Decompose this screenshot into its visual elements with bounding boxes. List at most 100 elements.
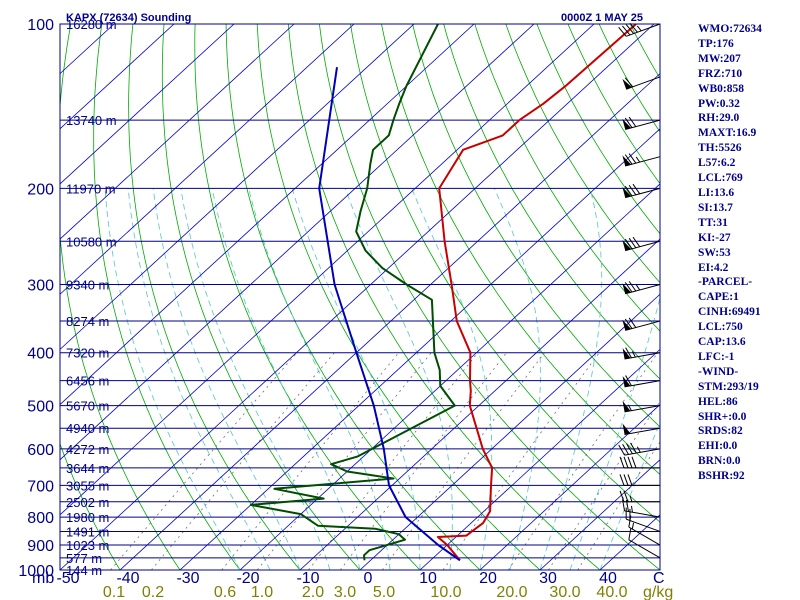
temp-tick-label: -30 [176, 570, 199, 587]
series-parcel [318, 67, 461, 562]
dry-adiabat [318, 24, 660, 570]
wind-barb [625, 507, 661, 532]
index-item: BSHR:92 [698, 470, 745, 483]
dry-adiabat [350, 24, 660, 523]
moist-adiabat [104, 188, 241, 570]
wind-barb [619, 490, 660, 503]
wind-flag [623, 490, 629, 502]
index-item: EI:4.2 [698, 261, 729, 274]
chart-title: KAPX (72634) Sounding [66, 12, 191, 24]
wind-flag [619, 490, 625, 502]
wind-half-flag [636, 446, 641, 453]
sounding-profiles [249, 24, 637, 562]
wind-barb [618, 22, 661, 37]
dry-adiabat [225, 24, 481, 570]
wind-half-flag [631, 351, 636, 358]
pressure-tick-label: 800 [27, 510, 54, 527]
wind-flag [618, 27, 627, 37]
index-item: L57:6.2 [698, 157, 736, 170]
pressure-unit-label: mb [32, 570, 54, 587]
wind-flag [624, 238, 633, 250]
wind-flag [619, 456, 625, 469]
wind-half-flag [635, 156, 641, 163]
dry-adiabat [287, 24, 601, 570]
wind-staff [624, 510, 661, 518]
wind-pennant [622, 348, 631, 359]
isotherm [60, 24, 355, 295]
temp-tick-label: 30 [539, 570, 557, 587]
wind-flag [628, 281, 637, 292]
height-label: 1023 m [66, 538, 109, 553]
wind-flag [622, 25, 631, 36]
index-item: LFC:-1 [698, 350, 735, 363]
wind-pennant [622, 155, 632, 167]
wind-barb [619, 474, 660, 486]
wind-staff [624, 380, 661, 388]
isotherm [539, 459, 660, 570]
pressure-tick-label: 300 [27, 278, 54, 295]
temp-unit-label: C [653, 570, 665, 587]
wind-flag [623, 474, 629, 486]
wind-half-flag [636, 25, 642, 32]
wind-flag [627, 456, 633, 469]
mixing-tick-label: 3.0 [334, 584, 356, 600]
wind-barb [628, 528, 661, 559]
height-label: 1980 m [66, 510, 109, 525]
temp-tick-label: -10 [296, 570, 319, 587]
pressure-tick-label: 200 [27, 181, 54, 198]
isotherm [60, 24, 235, 185]
index-item: SI:13.7 [698, 201, 733, 214]
moist-adiabat [248, 188, 391, 570]
pressure-tick-label: 600 [27, 442, 54, 459]
wind-flag [628, 515, 632, 528]
temp-tick-label: -20 [236, 570, 259, 587]
mixing-ratio-line [339, 352, 507, 570]
mixing-tick-label: 0.2 [142, 584, 164, 600]
isotherm [119, 73, 660, 570]
mixing-tick-label: 5.0 [373, 584, 395, 600]
wind-half-flag [627, 404, 632, 411]
wind-flag [627, 474, 633, 486]
index-item: CINH:69491 [698, 306, 761, 319]
isotherm [479, 404, 660, 570]
index-item: WB0:858 [698, 82, 744, 95]
isotherm [239, 183, 660, 570]
wind-half-flag [631, 505, 633, 513]
dry-adiabat [128, 24, 301, 570]
wind-barb [622, 76, 661, 90]
isotherm [60, 24, 175, 130]
wind-flag [628, 184, 637, 196]
index-item: CAPE:1 [698, 291, 739, 304]
index-item: SW:53 [698, 246, 731, 259]
mixing-ratio-line [221, 352, 400, 570]
dry-adiabat [443, 24, 660, 380]
mixing-tick-label: 0.1 [103, 584, 125, 600]
pressure-tick-label: 1000 [18, 563, 54, 580]
wind-flag [624, 282, 633, 293]
wind-staff [624, 352, 661, 360]
index-item: RH:29.0 [698, 112, 740, 125]
isotherm [60, 24, 535, 461]
wind-pennant [622, 401, 631, 412]
isotherm [60, 24, 655, 570]
wind-barb [628, 515, 661, 546]
wind-flag [624, 77, 634, 88]
temp-tick-label: 40 [599, 570, 617, 587]
wind-pennant [622, 78, 632, 90]
height-label: 8274 m [66, 314, 109, 329]
isotherm [60, 24, 475, 406]
index-item: LCL:769 [698, 172, 743, 185]
wind-barb [622, 236, 661, 252]
wind-pennant [622, 239, 632, 251]
temp-tick-label: -50 [56, 570, 79, 587]
mixing-ratio-line [110, 352, 298, 570]
isotherm [299, 238, 660, 570]
index-item: TP:176 [698, 37, 734, 50]
wind-pennant [622, 376, 631, 387]
index-item: -WIND- [698, 365, 739, 378]
index-item: STM:293/19 [698, 380, 759, 393]
wind-flag [629, 22, 638, 33]
height-label: 144 m [66, 563, 102, 578]
height-label: 7320 m [66, 346, 109, 361]
wind-flag [625, 375, 632, 386]
